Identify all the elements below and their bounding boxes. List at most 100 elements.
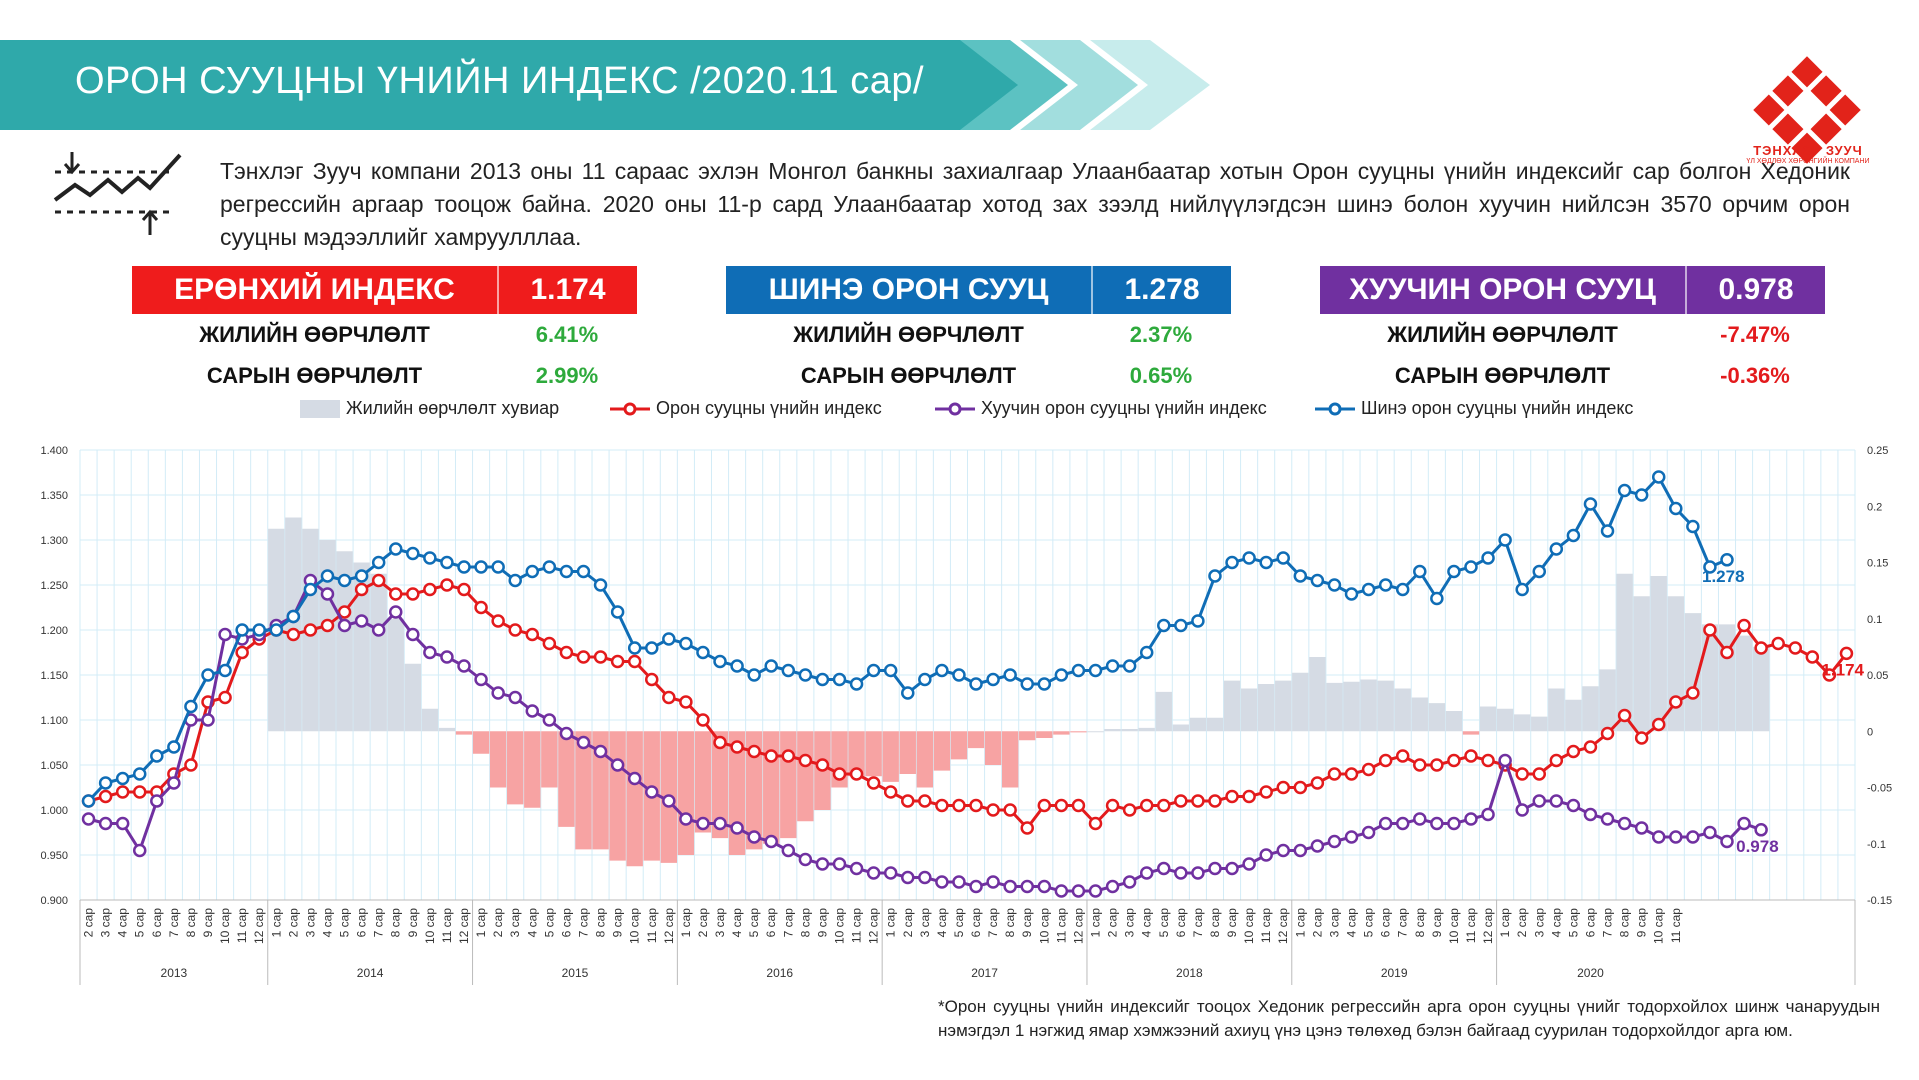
x-tick-label: 11 сар — [645, 908, 659, 943]
data-point — [235, 623, 249, 637]
intro-text: Тэнхлэг Зууч компани 2013 оны 11 сараас … — [220, 158, 1850, 250]
y-left-tick-label: 0.900 — [40, 895, 68, 907]
series-end-label: 0.978 — [1736, 837, 1779, 856]
y-left-tick-label: 1.000 — [40, 805, 68, 817]
bar-annual-change — [1633, 596, 1650, 732]
bar-annual-change — [1445, 711, 1463, 732]
data-point — [303, 582, 318, 597]
data-point — [1600, 524, 1615, 538]
data-point — [1549, 794, 1564, 808]
x-tick-label: 9 сар — [1430, 908, 1444, 938]
x-tick-label: 5 сар — [1362, 908, 1376, 938]
data-point — [474, 560, 488, 574]
x-tick-label: 8 сар — [1208, 908, 1222, 938]
legend-label-total: Орон сууцны үнийн индекс — [656, 398, 882, 418]
x-tick-label: 4 сар — [935, 908, 949, 938]
bar-annual-change — [353, 562, 370, 732]
x-tick-label: 8 сар — [594, 908, 608, 938]
y-right-tick-label: -0.15 — [1867, 895, 1892, 907]
x-tick-label: 4 сар — [116, 908, 130, 938]
stat-row-value: 2.99% — [535, 363, 599, 388]
data-point — [986, 672, 1000, 687]
bar-annual-change — [1121, 729, 1138, 732]
stat-box-0: ЕРӨНХИЙ ИНДЕКС 1.174 — [132, 266, 637, 314]
data-point — [406, 546, 420, 561]
data-point — [645, 672, 659, 687]
year-label: 2017 — [971, 966, 998, 980]
data-point — [440, 578, 454, 592]
data-point — [1054, 798, 1069, 813]
stat-row-label: САРЫН ӨӨРЧЛӨЛТ — [1394, 363, 1611, 388]
data-point — [1071, 798, 1086, 813]
y-left-tick-label: 0.950 — [40, 850, 68, 862]
stat-box-2: ХУУЧИН ОРОН СУУЦ 0.978 — [1320, 266, 1825, 314]
data-point — [952, 798, 966, 813]
data-point — [1242, 789, 1256, 804]
data-point — [508, 690, 522, 705]
stat-row-label: ЖИЛИЙН ӨӨРЧЛӨЛТ — [793, 322, 1024, 347]
data-point — [1174, 794, 1188, 808]
legend-label-new: Шинэ орон сууцны үнийн индекс — [1361, 398, 1634, 418]
data-point — [1174, 618, 1188, 633]
data-point — [1447, 753, 1461, 768]
data-point — [98, 816, 113, 831]
data-point — [1634, 731, 1649, 745]
x-tick-label: 5 сар — [1157, 908, 1171, 938]
data-point — [593, 744, 608, 759]
stat-value: 0.978 — [1685, 266, 1825, 314]
data-point — [1088, 816, 1103, 831]
data-point — [1651, 717, 1666, 732]
stat-label: ХУУЧИН ОРОН СУУЦ — [1349, 273, 1656, 306]
bar-annual-change — [1343, 681, 1360, 732]
stat-row-value: -0.36% — [1720, 363, 1790, 388]
x-tick-label: 6 сар — [764, 908, 778, 938]
data-point — [115, 785, 130, 799]
data-point — [815, 672, 830, 687]
x-tick-label: 1 сар — [884, 908, 898, 938]
data-point — [730, 740, 744, 754]
data-point — [218, 627, 232, 642]
x-tick-label: 2 сар — [286, 908, 300, 938]
bar-annual-change — [1548, 688, 1565, 732]
bar-annual-change — [1104, 729, 1121, 732]
data-point — [1395, 816, 1410, 831]
bar-annual-change — [780, 731, 797, 839]
data-point — [98, 789, 113, 804]
data-point — [423, 582, 437, 597]
stat-row-annual: ЖИЛИЙН ӨӨРЧЛӨЛТ -7.47% — [1320, 322, 1825, 348]
data-point — [1293, 843, 1308, 858]
data-point — [1498, 753, 1512, 768]
y-right-tick-label: 0.1 — [1867, 614, 1882, 626]
data-point — [645, 785, 659, 799]
legend-label-annual: Жилийн өөрчлөлт хувиар — [346, 398, 560, 418]
data-point — [1634, 821, 1649, 835]
y-left-tick-label: 1.150 — [40, 670, 68, 682]
bar-annual-change — [455, 731, 473, 735]
data-point — [798, 852, 813, 867]
data-point — [593, 650, 608, 664]
bar-annual-change — [950, 731, 968, 760]
data-point — [1395, 749, 1410, 763]
data-point — [1651, 830, 1666, 844]
stat-label: ЕРӨНХИЙ ИНДЕКС — [174, 273, 455, 306]
x-tick-label: 3 сар — [1123, 908, 1137, 938]
data-point — [730, 659, 744, 673]
data-point — [457, 560, 471, 574]
data-point — [952, 875, 966, 889]
bar-annual-change — [1462, 731, 1480, 735]
bar-annual-change — [489, 731, 507, 788]
data-point — [883, 785, 898, 799]
bar-annual-change — [1582, 686, 1599, 732]
data-point — [354, 614, 369, 628]
x-tick-label: 10 сар — [1242, 908, 1256, 944]
y-left-tick-label: 1.050 — [40, 760, 68, 772]
data-point — [1532, 767, 1547, 781]
x-tick-label: 7 сар — [167, 908, 181, 938]
data-point — [1071, 663, 1086, 678]
y-right-tick-label: 0.05 — [1867, 670, 1888, 682]
data-point — [1122, 659, 1137, 673]
data-point — [1532, 564, 1547, 579]
data-point — [593, 578, 608, 592]
data-point — [1344, 767, 1359, 781]
x-tick-label: 1 сар — [1089, 908, 1103, 938]
